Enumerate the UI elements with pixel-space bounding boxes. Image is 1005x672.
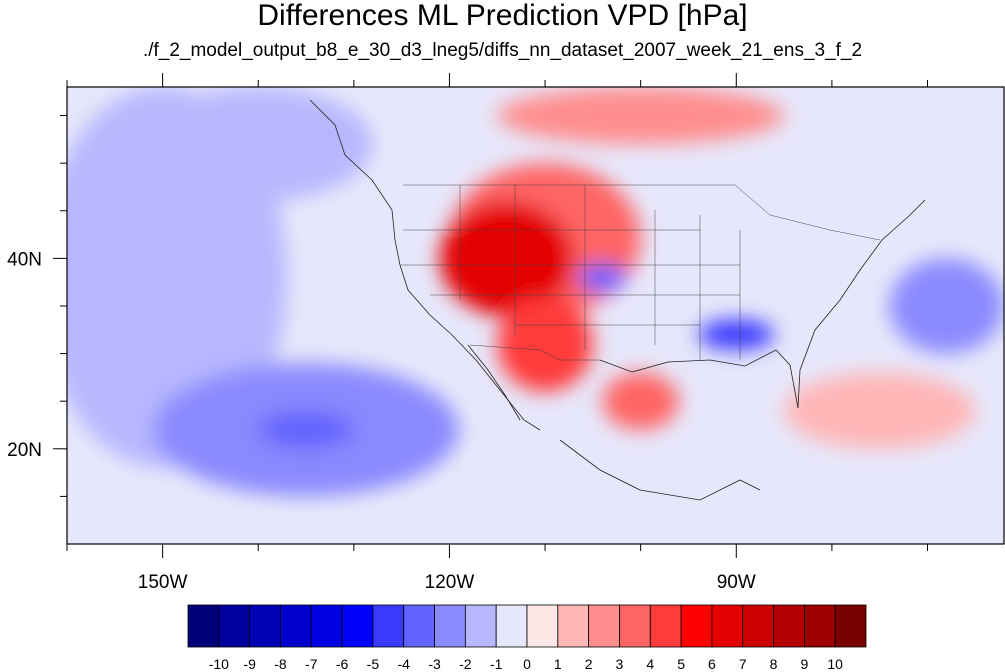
- lon-label: 150W: [138, 572, 188, 593]
- colorbar-swatch: [680, 604, 713, 648]
- colorbar-swatch: [526, 604, 559, 648]
- colorbar-label: 5: [677, 656, 685, 672]
- map-frame: [66, 86, 1005, 545]
- caribbean-positive: [784, 372, 976, 449]
- map-ticks: [53, 73, 929, 558]
- latitude-labels: 20N 40N: [7, 249, 42, 460]
- colorbar-label: 0: [523, 656, 531, 672]
- colorbar-label: -6: [336, 656, 349, 672]
- us-canada-border: [403, 184, 881, 241]
- atlantic-negative: [889, 258, 1004, 354]
- colorbar-swatch: [742, 604, 774, 648]
- lat-label: 20N: [7, 440, 42, 461]
- colorbar-swatch: [403, 604, 435, 648]
- colorbar-swatch: [557, 604, 590, 648]
- colorbar-label: 1: [554, 656, 562, 672]
- colorbar-label: -10: [209, 656, 229, 672]
- baja-coastline: [467, 344, 521, 421]
- pacific-coastline: [309, 99, 541, 431]
- longitude-labels: 150W 120W 90W: [138, 572, 756, 593]
- colorbar-label: -9: [243, 656, 256, 672]
- colorbar-swatch: [464, 604, 497, 648]
- gulf-coastline: [599, 349, 799, 409]
- colorbar-swatch: [341, 604, 374, 648]
- colorbar-swatch: [619, 604, 651, 648]
- colorbar-label: 6: [708, 656, 716, 672]
- colorbar-swatch: [218, 604, 251, 648]
- mexico-coastline: [559, 439, 761, 501]
- colorbar-label: -4: [398, 656, 411, 672]
- lon-label: 120W: [425, 572, 475, 593]
- colorbar-swatch: [495, 604, 528, 648]
- colorbar-label: 3: [616, 656, 624, 672]
- gulf-coast-negative: [698, 319, 775, 350]
- colorbar-swatch: [649, 604, 682, 648]
- mexico-positive: [602, 372, 679, 430]
- colorbar-labels: -10 -9 -8 -7 -6 -5 -4 -3 -2 -1 0 1 2 3 4 5 6 7 8 9 10: [209, 656, 843, 672]
- colorbar-swatch: [711, 604, 744, 648]
- colorbar-label: 4: [646, 656, 654, 672]
- state-borders: [400, 184, 881, 361]
- colorbar-label: -3: [428, 656, 441, 672]
- lon-label: 90W: [717, 572, 756, 593]
- colorbar-swatch: [280, 604, 312, 648]
- colorbar-swatch: [310, 604, 343, 648]
- colorbar-swatch: [834, 604, 867, 648]
- colorbar-label: 8: [770, 656, 778, 672]
- colorbar-label: 2: [585, 656, 593, 672]
- colorbar-label: -5: [367, 656, 380, 672]
- colorbar-swatch: [773, 604, 805, 648]
- colorbar-label: 7: [739, 656, 747, 672]
- colorbar-label: -8: [274, 656, 287, 672]
- us-mexico-border: [469, 344, 600, 361]
- colorbar-swatch: [249, 604, 281, 648]
- canada-positive: [497, 87, 785, 145]
- colorbar-label: 10: [827, 656, 843, 672]
- colorbar-swatch: [588, 604, 620, 648]
- colorbar-swatch: [372, 604, 405, 648]
- map-title: Differences ML Prediction VPD [hPa]: [257, 0, 748, 32]
- pacific-north-negative: [143, 87, 373, 202]
- lat-label: 40N: [7, 249, 42, 270]
- vpd-difference-field: [67, 87, 1004, 497]
- map-subtitle: ./f_2_model_output_b8_e_30_d3_lneg5/diff…: [142, 40, 863, 61]
- state-lines-horizontal: [400, 229, 740, 326]
- colorbar-label: -7: [305, 656, 318, 672]
- map-plot-area: [67, 87, 1004, 544]
- coastlines: [309, 99, 926, 501]
- southwest-positive: [497, 296, 593, 392]
- colorbar-label: -1: [490, 656, 503, 672]
- atlantic-coastline: [797, 199, 926, 409]
- colorbar: [187, 604, 867, 648]
- colorbar-swatch: [434, 604, 466, 648]
- colorbar-label: -2: [459, 656, 472, 672]
- colorbar-swatch: [803, 604, 836, 648]
- colorbar-swatch: [187, 604, 220, 648]
- central-plains-negative: [578, 263, 627, 292]
- pacific-south-core: [258, 410, 354, 449]
- colorbar-label: 9: [800, 656, 808, 672]
- state-lines-vertical: [459, 185, 741, 360]
